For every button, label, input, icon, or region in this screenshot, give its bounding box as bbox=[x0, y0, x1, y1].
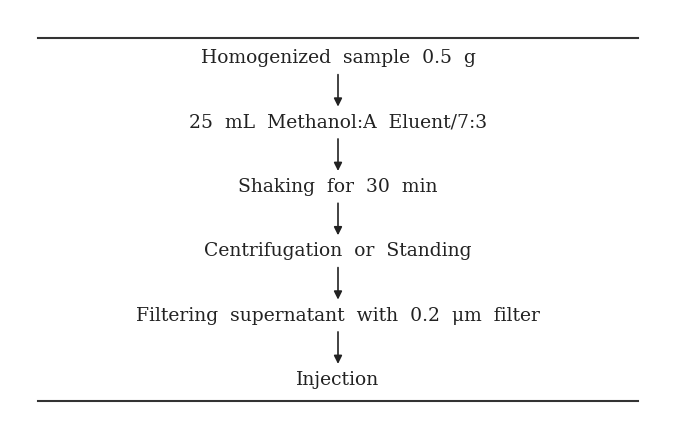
Text: Centrifugation  or  Standing: Centrifugation or Standing bbox=[204, 242, 472, 260]
Text: 25  mL  Methanol:A  Eluent/7:3: 25 mL Methanol:A Eluent/7:3 bbox=[189, 114, 487, 132]
Text: Homogenized  sample  0.5  g: Homogenized sample 0.5 g bbox=[201, 49, 475, 67]
Text: Filtering  supernatant  with  0.2  μm  filter: Filtering supernatant with 0.2 μm filter bbox=[136, 307, 540, 325]
Text: Shaking  for  30  min: Shaking for 30 min bbox=[238, 178, 438, 196]
Text: Injection: Injection bbox=[296, 371, 380, 389]
